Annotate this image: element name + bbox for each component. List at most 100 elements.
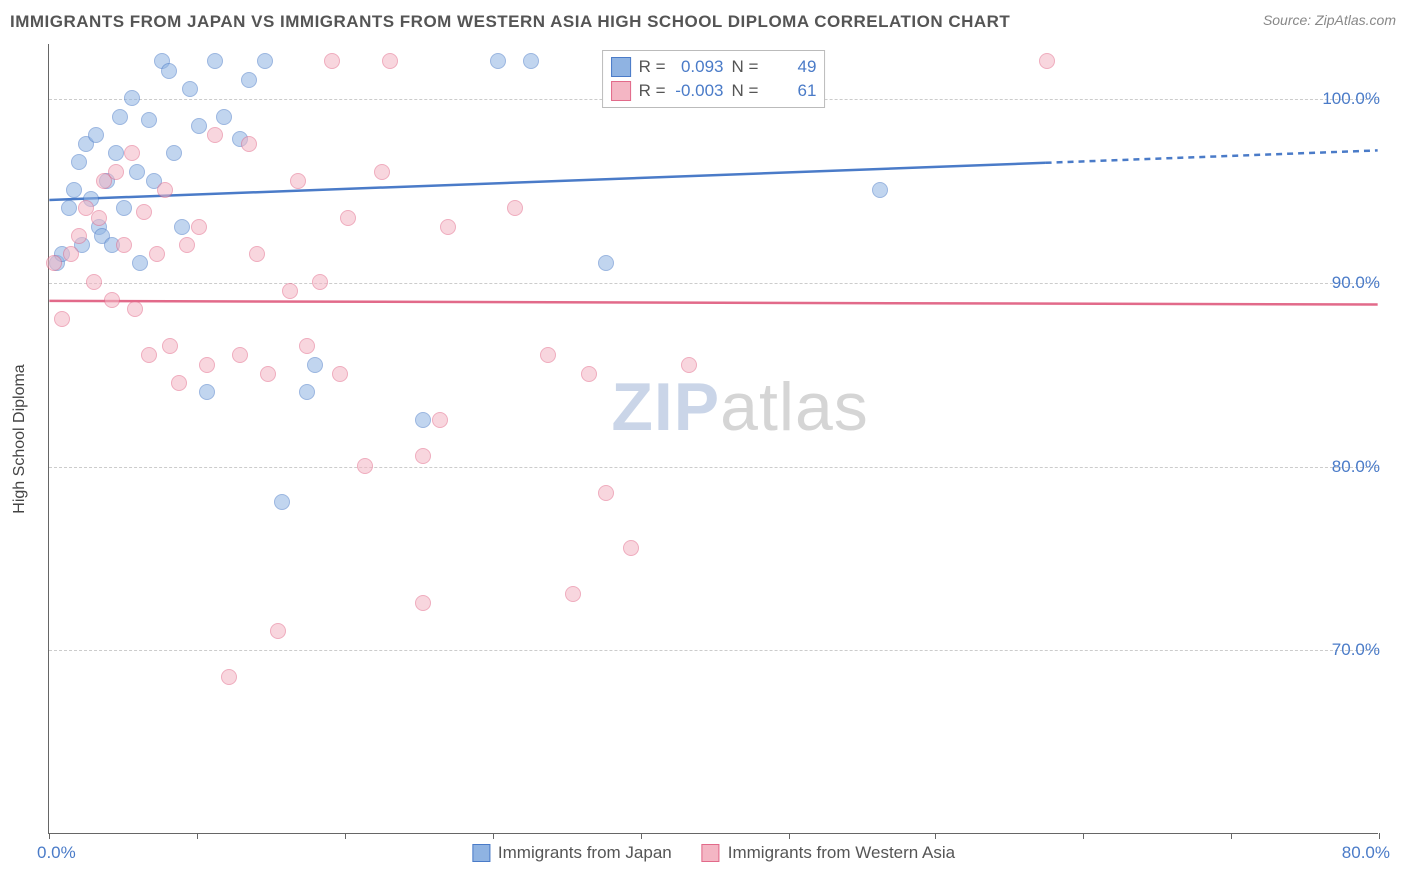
data-point-western-asia [124,145,140,161]
x-tick [1231,833,1232,839]
data-point-western-asia [415,448,431,464]
data-point-western-asia [299,338,315,354]
trend-lines [49,44,1378,833]
data-point-western-asia [221,669,237,685]
x-tick [197,833,198,839]
data-point-japan [116,200,132,216]
data-point-western-asia [179,237,195,253]
legend-row-western-asia: R = -0.003 N = 61 [611,79,817,103]
data-point-western-asia [207,127,223,143]
data-point-western-asia [282,283,298,299]
x-tick [49,833,50,839]
data-point-western-asia [171,375,187,391]
data-point-western-asia [374,164,390,180]
data-point-japan [307,357,323,373]
x-tick [493,833,494,839]
x-axis-max-label: 80.0% [1342,843,1390,863]
x-tick [789,833,790,839]
data-point-japan [141,112,157,128]
data-point-western-asia [507,200,523,216]
x-tick [1083,833,1084,839]
y-axis-title: High School Diploma [11,364,29,513]
data-point-japan [124,90,140,106]
y-tick-label: 80.0% [1310,457,1380,477]
data-point-western-asia [357,458,373,474]
data-point-western-asia [91,210,107,226]
data-point-japan [191,118,207,134]
data-point-western-asia [332,366,348,382]
data-point-western-asia [415,595,431,611]
data-point-japan [415,412,431,428]
data-point-western-asia [136,204,152,220]
data-point-western-asia [127,301,143,317]
data-point-western-asia [623,540,639,556]
data-point-japan [88,127,104,143]
gridline [49,650,1378,651]
data-point-western-asia [232,347,248,363]
x-tick [935,833,936,839]
data-point-western-asia [54,311,70,327]
data-point-japan [523,53,539,69]
data-point-western-asia [116,237,132,253]
data-point-western-asia [432,412,448,428]
data-point-western-asia [324,53,340,69]
y-tick-label: 70.0% [1310,640,1380,660]
data-point-western-asia [199,357,215,373]
legend-item-western-asia: Immigrants from Western Asia [702,843,955,863]
data-point-western-asia [71,228,87,244]
data-point-western-asia [312,274,328,290]
data-point-japan [207,53,223,69]
data-point-western-asia [382,53,398,69]
data-point-japan [66,182,82,198]
data-point-japan [71,154,87,170]
data-point-japan [182,81,198,97]
data-point-western-asia [290,173,306,189]
data-point-japan [108,145,124,161]
x-axis-min-label: 0.0% [37,843,76,863]
data-point-japan [241,72,257,88]
chart-title: IMMIGRANTS FROM JAPAN VS IMMIGRANTS FROM… [10,12,1010,31]
data-point-japan [199,384,215,400]
data-point-western-asia [241,136,257,152]
data-point-western-asia [598,485,614,501]
data-point-western-asia [108,164,124,180]
series-legend: Immigrants from Japan Immigrants from We… [472,843,955,863]
data-point-western-asia [63,246,79,262]
x-tick [345,833,346,839]
data-point-western-asia [86,274,102,290]
data-point-japan [490,53,506,69]
correlation-legend: R = 0.093 N = 49 R = -0.003 N = 61 [602,50,826,108]
scatter-plot: ZIPatlas R = 0.093 N = 49 R = -0.003 N =… [48,44,1378,834]
gridline [49,283,1378,284]
data-point-western-asia [104,292,120,308]
data-point-western-asia [149,246,165,262]
x-tick [641,833,642,839]
data-point-japan [166,145,182,161]
data-point-western-asia [249,246,265,262]
data-point-western-asia [162,338,178,354]
data-point-japan [274,494,290,510]
data-point-western-asia [157,182,173,198]
legend-row-japan: R = 0.093 N = 49 [611,55,817,79]
data-point-western-asia [681,357,697,373]
data-point-japan [598,255,614,271]
data-point-western-asia [1039,53,1055,69]
source-attribution: Source: ZipAtlas.com [1263,12,1396,28]
data-point-japan [299,384,315,400]
data-point-western-asia [440,219,456,235]
data-point-japan [61,200,77,216]
data-point-western-asia [141,347,157,363]
data-point-western-asia [191,219,207,235]
data-point-japan [174,219,190,235]
data-point-western-asia [540,347,556,363]
data-point-japan [872,182,888,198]
data-point-western-asia [270,623,286,639]
data-point-western-asia [581,366,597,382]
x-tick [1379,833,1380,839]
y-tick-label: 90.0% [1310,273,1380,293]
data-point-japan [129,164,145,180]
y-tick-label: 100.0% [1310,89,1380,109]
watermark: ZIPatlas [611,368,868,446]
data-point-western-asia [260,366,276,382]
data-point-japan [257,53,273,69]
